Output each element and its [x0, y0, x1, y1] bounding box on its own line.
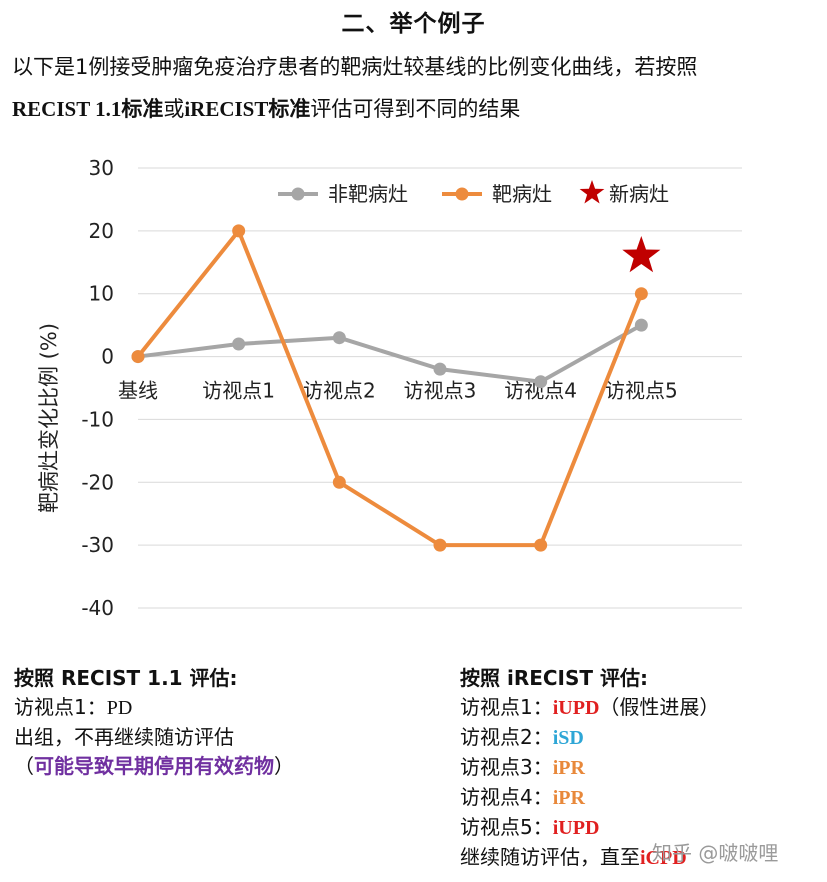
- irecist-visit-label: 访视点4：: [460, 785, 553, 809]
- legend-label: 新病灶: [609, 182, 669, 206]
- y-tick-label: 10: [89, 282, 114, 306]
- data-point: [534, 375, 548, 389]
- intro-line-1: 以下是1例接受肿瘤免疫治疗患者的靶病灶较基线的比例变化曲线，若按照: [12, 55, 698, 79]
- watermark: 知乎 @啵啵哩: [652, 841, 779, 865]
- y-tick-label: 30: [89, 156, 114, 180]
- irecist-visit-label: 访视点5：: [460, 815, 553, 839]
- irecist-visit-label: 访视点2：: [460, 725, 553, 749]
- legend-swatch-marker: [291, 187, 305, 201]
- data-point: [634, 318, 648, 332]
- y-tick-label: -10: [81, 407, 114, 431]
- irecist-visit-label: 访视点3：: [460, 755, 553, 779]
- irecist-visit-label: 访视点1：: [460, 695, 553, 719]
- data-point: [634, 287, 648, 301]
- y-tick-label: -40: [81, 596, 114, 620]
- section-title: 二、举个例子: [341, 11, 486, 37]
- intro-line-2: RECIST 1.1标准或iRECIST标准评估可得到不同的结果: [12, 88, 817, 130]
- data-point: [332, 475, 346, 489]
- irecist-final-value: iCPD: [640, 847, 687, 869]
- irecist-visit-line: 访视点1：iUPD（假性进展）: [460, 693, 820, 723]
- recist-visit1-value: PD: [106, 697, 133, 719]
- x-tick-label: 访视点5: [605, 379, 678, 403]
- y-axis-label: 靶病灶变化比例 (%): [37, 323, 61, 513]
- data-point: [433, 538, 447, 552]
- y-tick-label: -30: [81, 533, 114, 557]
- irecist-visit-line: 访视点4：iPR: [460, 783, 820, 813]
- y-tick-label: 20: [89, 219, 114, 243]
- irecist-visit-value: iSD: [552, 727, 584, 749]
- recist-visit1-label: 访视点1：: [14, 695, 107, 719]
- irecist-evaluation: 按照 iRECIST 评估: 访视点1：iUPD（假性进展） 访视点2：iSD …: [460, 664, 820, 873]
- standard-word-1: 标准: [121, 97, 164, 121]
- recist-version: RECIST 1.1: [12, 97, 122, 121]
- legend-label: 非靶病灶: [328, 182, 408, 206]
- data-point: [534, 538, 548, 552]
- irecist-visit-value: iPR: [552, 757, 585, 779]
- recist-visit1-line: 访视点1：PD: [14, 693, 434, 723]
- irecist-visit-value: iPR: [552, 787, 585, 809]
- irecist-final-text: 继续随访评估，直至: [460, 845, 640, 869]
- new-lesion-star-marker: [622, 236, 661, 273]
- intro-rest: 评估可得到不同的结果: [310, 97, 521, 121]
- recist-eval-title: 按照 RECIST 1.1 评估:: [14, 666, 238, 690]
- series-line: [136, 228, 644, 548]
- x-tick-label: 访视点3: [404, 379, 477, 403]
- recist-evaluation: 按照 RECIST 1.1 评估: 访视点1：PD 出组，不再继续随访评估 （可…: [14, 664, 434, 781]
- data-point: [232, 337, 246, 351]
- recist-warning: 可能导致早期停用有效药物: [34, 754, 274, 778]
- series-line: [137, 323, 643, 384]
- irecist-eval-title: 按照 iRECIST 评估:: [460, 666, 649, 690]
- y-tick-label: 0: [101, 345, 114, 369]
- legend-star-icon: [579, 180, 605, 204]
- paren-open: （: [14, 754, 34, 778]
- data-point: [433, 362, 447, 376]
- or-word: 或: [163, 97, 185, 121]
- irecist-visit-value: iUPD: [552, 697, 600, 719]
- x-tick-label: 访视点2: [303, 379, 376, 403]
- irecist-final-line: 继续随访评估，直至iCPD: [460, 843, 820, 873]
- irecist-visit-line: 访视点3：iPR: [460, 753, 820, 783]
- recist-warning-line: （可能导致早期停用有效药物）: [14, 752, 434, 781]
- y-tick-label: -20: [81, 470, 114, 494]
- legend-swatch-marker: [455, 187, 469, 201]
- x-tick-label: 基线: [118, 379, 158, 403]
- irecist-visit-line: 访视点2：iSD: [460, 723, 820, 753]
- paren-close: ）: [274, 754, 294, 778]
- irecist-word: iRECIST: [184, 97, 269, 121]
- irecist-visit-line: 访视点5：iUPD: [460, 813, 820, 843]
- x-tick-label: 访视点1: [202, 379, 275, 403]
- recist-exit-text: 出组，不再继续随访评估: [14, 725, 234, 749]
- data-point: [131, 350, 145, 364]
- irecist-visit-note: （假性进展）: [599, 695, 720, 719]
- data-point: [232, 224, 246, 238]
- standard-word-2: 标准: [268, 97, 311, 121]
- irecist-visit-value: iUPD: [552, 817, 600, 839]
- legend-label: 靶病灶: [492, 182, 552, 206]
- data-point: [332, 331, 346, 345]
